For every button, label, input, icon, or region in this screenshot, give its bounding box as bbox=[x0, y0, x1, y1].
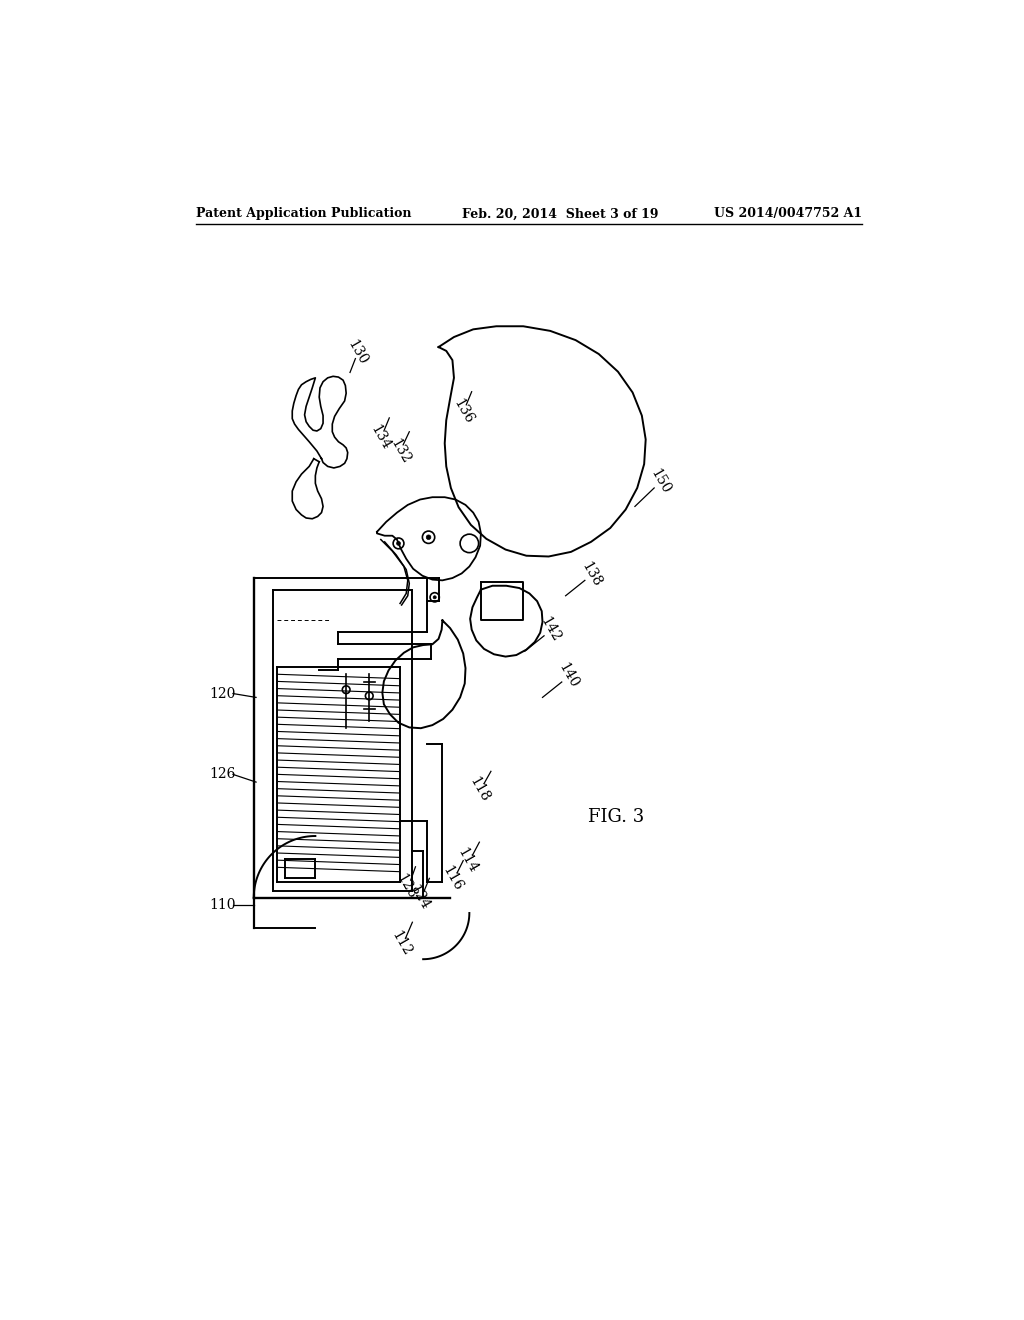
Text: 120: 120 bbox=[210, 686, 237, 701]
Text: US 2014/0047752 A1: US 2014/0047752 A1 bbox=[714, 207, 862, 220]
Text: 124: 124 bbox=[407, 883, 432, 912]
Text: 112: 112 bbox=[389, 929, 415, 958]
Circle shape bbox=[422, 531, 435, 544]
Circle shape bbox=[342, 686, 350, 693]
Text: 142: 142 bbox=[538, 615, 563, 644]
Circle shape bbox=[426, 535, 431, 540]
Text: 136: 136 bbox=[451, 396, 476, 426]
Text: 110: 110 bbox=[210, 899, 237, 912]
Circle shape bbox=[393, 539, 403, 549]
Text: 134: 134 bbox=[368, 422, 393, 453]
Text: FIG. 3: FIG. 3 bbox=[588, 808, 644, 826]
Text: 132: 132 bbox=[387, 436, 413, 466]
Text: 140: 140 bbox=[555, 661, 581, 690]
Circle shape bbox=[366, 692, 373, 700]
Text: 150: 150 bbox=[647, 467, 673, 496]
Circle shape bbox=[460, 535, 478, 553]
Text: 114: 114 bbox=[455, 846, 480, 875]
Circle shape bbox=[396, 541, 400, 545]
Text: 138: 138 bbox=[579, 560, 604, 589]
Text: 128: 128 bbox=[393, 871, 419, 902]
Text: 118: 118 bbox=[467, 775, 493, 805]
Circle shape bbox=[433, 595, 436, 599]
Text: 116: 116 bbox=[439, 863, 465, 894]
Text: Patent Application Publication: Patent Application Publication bbox=[196, 207, 412, 220]
Text: 130: 130 bbox=[345, 338, 371, 367]
Circle shape bbox=[430, 593, 439, 602]
Text: 126: 126 bbox=[210, 767, 237, 781]
Text: Feb. 20, 2014  Sheet 3 of 19: Feb. 20, 2014 Sheet 3 of 19 bbox=[462, 207, 658, 220]
